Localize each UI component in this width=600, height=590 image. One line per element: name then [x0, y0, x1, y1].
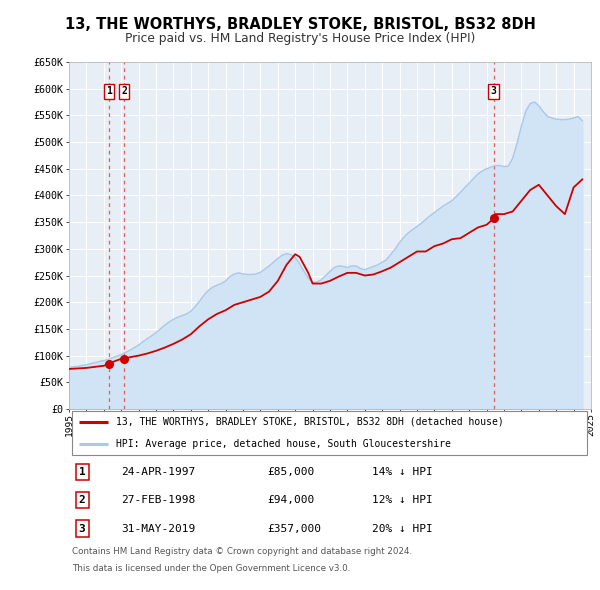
Text: 1: 1 [106, 87, 112, 96]
Text: £94,000: £94,000 [268, 495, 314, 505]
Text: This data is licensed under the Open Government Licence v3.0.: This data is licensed under the Open Gov… [71, 563, 350, 573]
Text: £357,000: £357,000 [268, 523, 322, 533]
Text: HPI: Average price, detached house, South Gloucestershire: HPI: Average price, detached house, Sout… [116, 439, 451, 448]
Text: 2: 2 [121, 87, 127, 96]
Text: 20% ↓ HPI: 20% ↓ HPI [372, 523, 433, 533]
Text: 31-MAY-2019: 31-MAY-2019 [121, 523, 196, 533]
Text: 24-APR-1997: 24-APR-1997 [121, 467, 196, 477]
Text: 1: 1 [79, 467, 85, 477]
Text: £85,000: £85,000 [268, 467, 314, 477]
Text: 27-FEB-1998: 27-FEB-1998 [121, 495, 196, 505]
Text: 14% ↓ HPI: 14% ↓ HPI [372, 467, 433, 477]
Text: 13, THE WORTHYS, BRADLEY STOKE, BRISTOL, BS32 8DH: 13, THE WORTHYS, BRADLEY STOKE, BRISTOL,… [65, 17, 535, 32]
Text: Price paid vs. HM Land Registry's House Price Index (HPI): Price paid vs. HM Land Registry's House … [125, 32, 475, 45]
Text: 2: 2 [79, 495, 85, 505]
Text: 12% ↓ HPI: 12% ↓ HPI [372, 495, 433, 505]
Text: 13, THE WORTHYS, BRADLEY STOKE, BRISTOL, BS32 8DH (detached house): 13, THE WORTHYS, BRADLEY STOKE, BRISTOL,… [116, 417, 504, 427]
Text: Contains HM Land Registry data © Crown copyright and database right 2024.: Contains HM Land Registry data © Crown c… [71, 547, 412, 556]
FancyBboxPatch shape [71, 411, 587, 455]
Text: 3: 3 [491, 87, 497, 96]
Text: 3: 3 [79, 523, 85, 533]
